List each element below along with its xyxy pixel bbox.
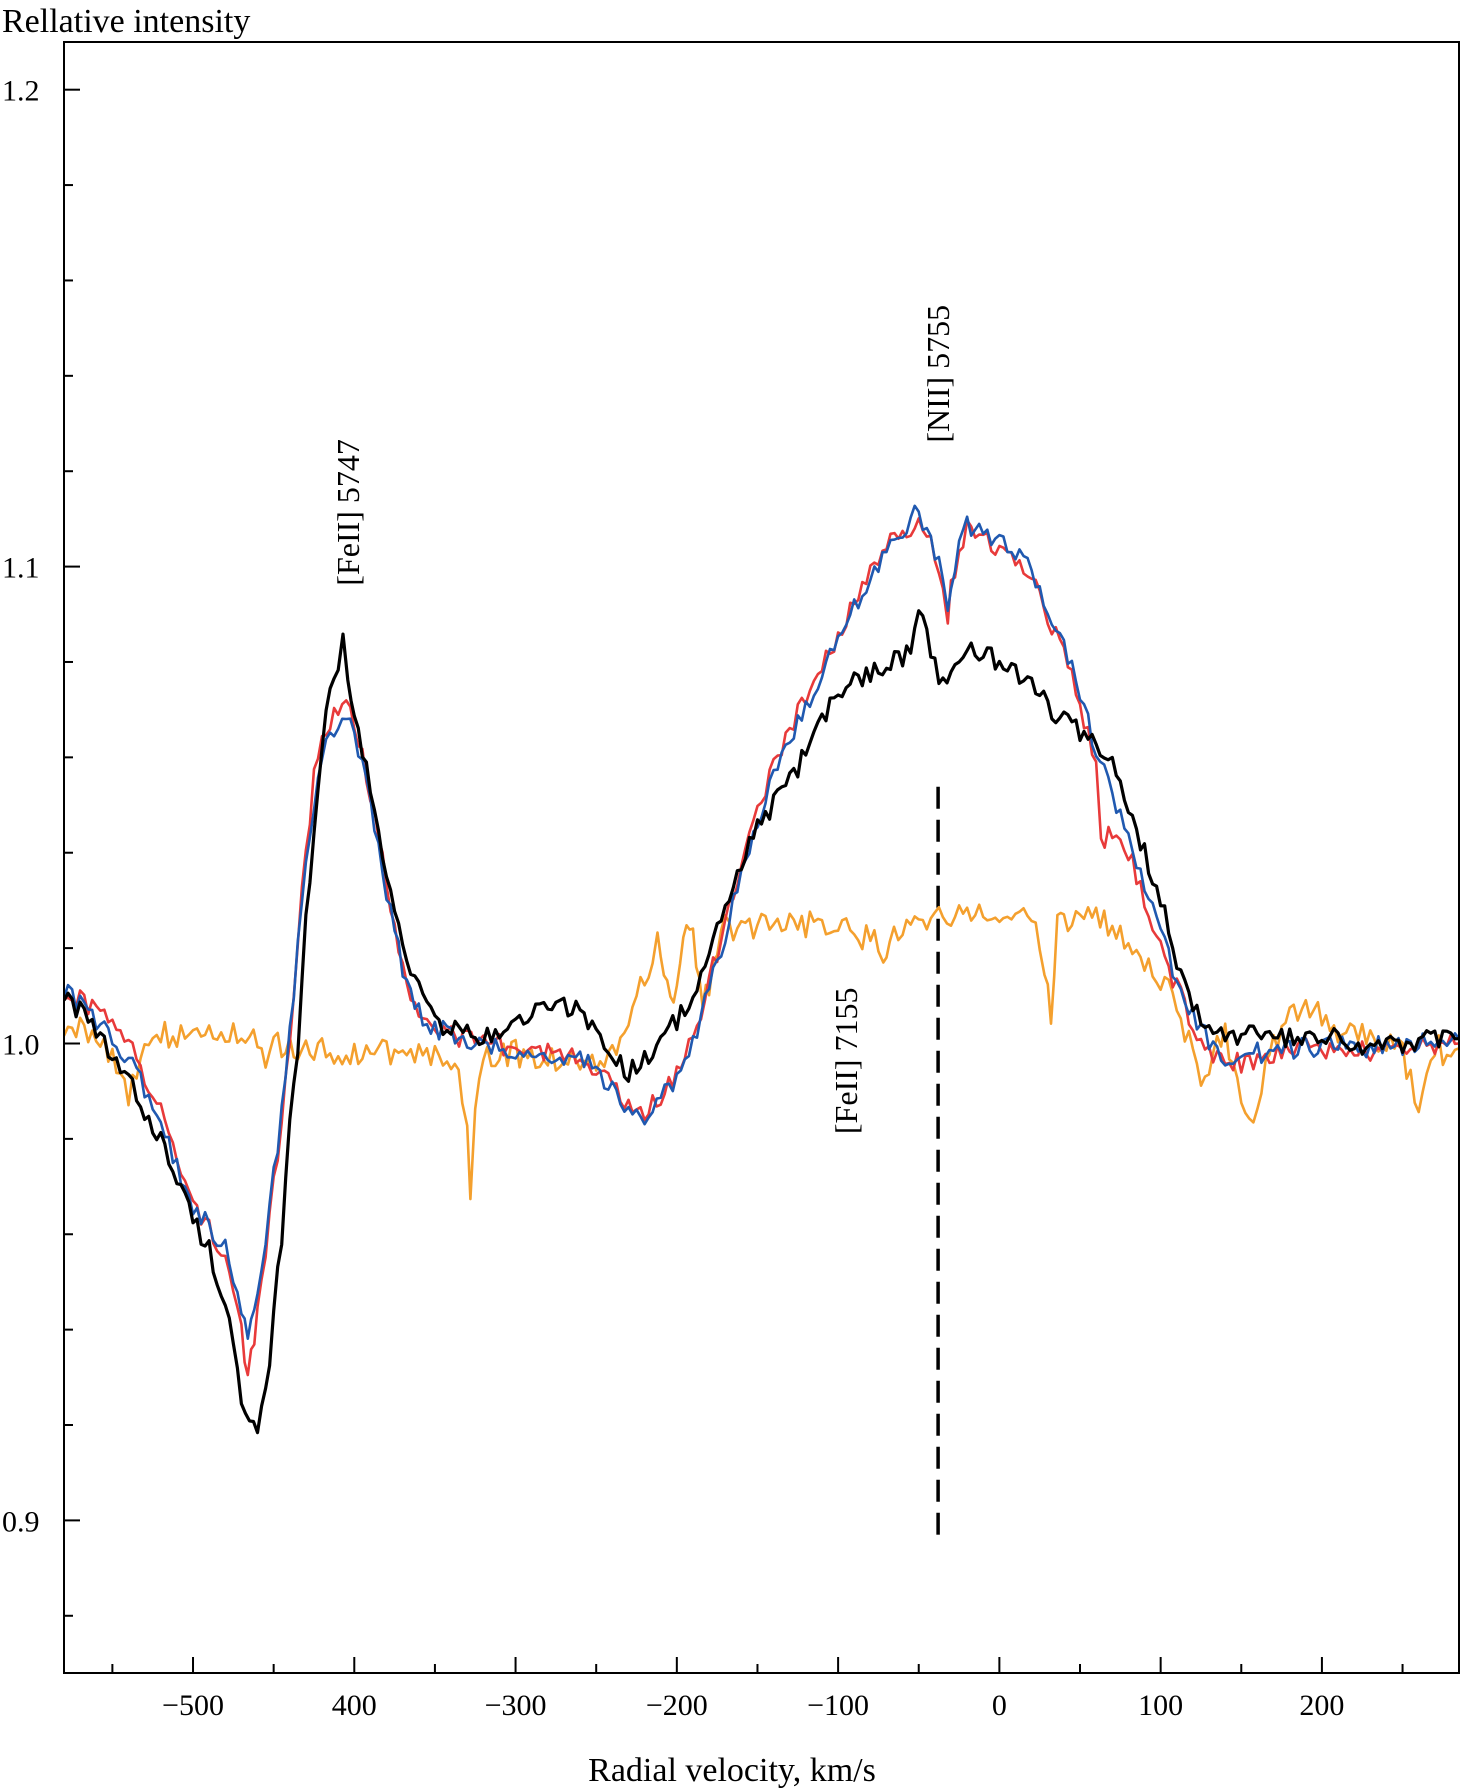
series-line-3 xyxy=(64,903,1459,1201)
x-tick-label: −100 xyxy=(807,1689,869,1722)
line-label: [FeII] 7155 xyxy=(828,987,864,1134)
x-tick-label: −200 xyxy=(646,1689,708,1722)
line-annotations: [FeII] 5747 [NII] 5755 [FeII] 7155 xyxy=(330,305,956,1134)
line-label: [NII] 5755 xyxy=(920,305,956,443)
plot-frame xyxy=(63,41,1460,1674)
y-axis-title: Rellative intensity xyxy=(2,3,250,40)
series-line-0 xyxy=(64,609,1459,1435)
x-tick-label: 400 xyxy=(332,1689,377,1722)
x-tick-label: 100 xyxy=(1138,1689,1183,1722)
y-tick-label: 1.1 xyxy=(2,552,40,585)
y-tick-label: 1.2 xyxy=(2,75,40,108)
series-line-2 xyxy=(64,504,1459,1340)
plot-area xyxy=(64,504,1459,1535)
x-tick-label: 0 xyxy=(992,1689,1007,1722)
line-label: [FeII] 5747 xyxy=(330,439,366,586)
x-axis-title: Radial velocity, km/s xyxy=(588,1752,876,1789)
series-line-1 xyxy=(64,517,1459,1377)
y-tick-label: 1.0 xyxy=(2,1028,40,1061)
axis-ticks: −500 400 −300 −200 −100 0 100 200 0.9 1.0 1.1 1.2 xyxy=(2,75,1404,1722)
x-tick-label: −500 xyxy=(162,1689,224,1722)
x-tick-label: 200 xyxy=(1299,1689,1344,1722)
y-tick-label: 0.9 xyxy=(2,1505,40,1538)
x-tick-label: −300 xyxy=(485,1689,547,1722)
